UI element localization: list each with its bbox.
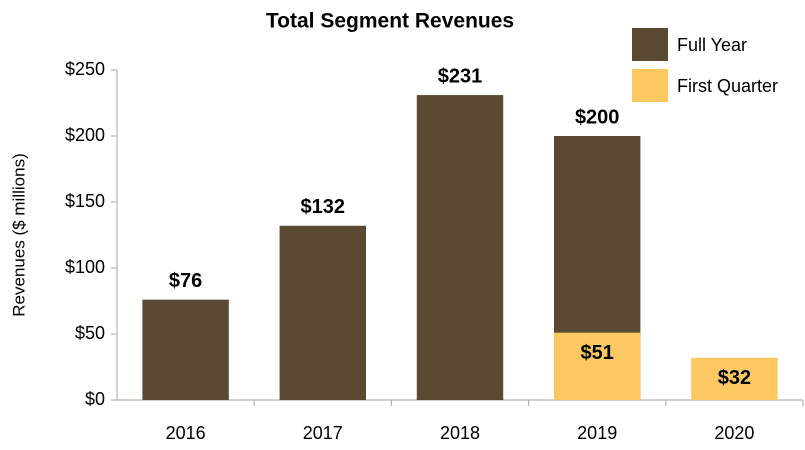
bar [553, 332, 641, 400]
data-label: $132 [301, 196, 346, 218]
x-tick-label: 2017 [303, 423, 343, 443]
chart-title: Total Segment Revenues [266, 10, 514, 33]
legend-swatch [632, 69, 668, 102]
x-tick-label: 2020 [714, 423, 754, 443]
y-tick-label: $0 [85, 389, 105, 409]
data-label: $51 [581, 342, 614, 364]
y-tick-label: $250 [65, 59, 105, 79]
y-tick-label: $50 [75, 323, 105, 343]
data-label: $231 [438, 65, 483, 87]
y-axis-label: Revenues ($ millions) [9, 153, 28, 316]
data-label: $32 [718, 367, 751, 389]
bar [416, 95, 504, 400]
y-tick-label: $100 [65, 257, 105, 277]
data-label: $200 [575, 106, 620, 128]
bar [691, 357, 778, 400]
y-tick-label: $150 [65, 191, 105, 211]
bar [279, 225, 367, 400]
data-label: $76 [169, 270, 202, 292]
legend-swatch [632, 28, 668, 61]
legend-label: First Quarter [677, 76, 778, 96]
bar [142, 299, 229, 400]
x-tick-label: 2016 [166, 423, 206, 443]
legend-label: Full Year [677, 35, 747, 55]
y-tick-label: $200 [65, 125, 105, 145]
x-tick-label: 2018 [440, 423, 480, 443]
x-tick-label: 2019 [577, 423, 617, 443]
